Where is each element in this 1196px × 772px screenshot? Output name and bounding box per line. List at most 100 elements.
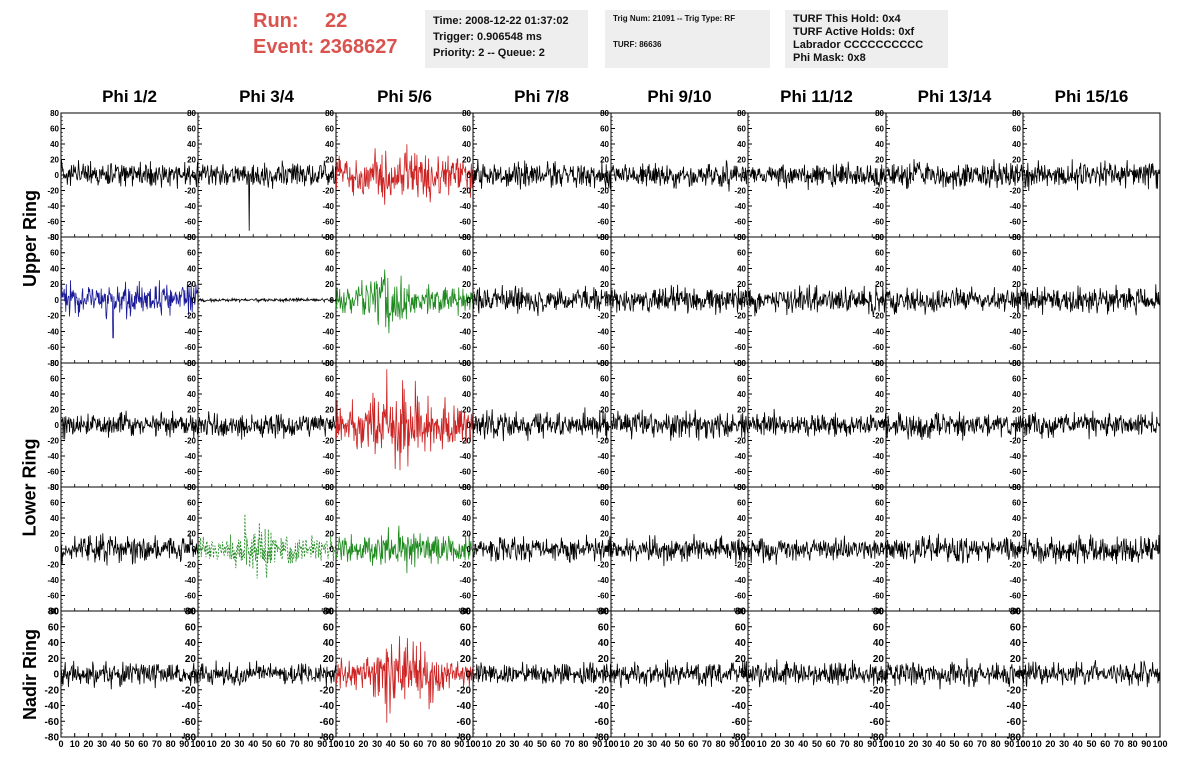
y-tick-label: 40 <box>187 140 196 149</box>
run-event-block: Run: 22 Event: 2368627 <box>253 8 398 60</box>
y-tick-label: 20 <box>1012 155 1021 164</box>
y-tick-label: -60 <box>45 717 60 728</box>
column-header-phi-11-12: Phi 11/12 <box>780 87 853 106</box>
y-tick-label: 40 <box>1012 140 1021 149</box>
x-tick-label: 0 <box>195 739 200 749</box>
y-tick-label: 40 <box>1010 638 1022 649</box>
y-tick-label: -20 <box>184 186 196 195</box>
x-tick-label: 20 <box>221 739 231 749</box>
y-tick-label: -20 <box>734 186 746 195</box>
y-tick-label: -20 <box>45 685 60 696</box>
y-tick-label: 60 <box>462 124 471 133</box>
y-tick-label: -20 <box>459 312 471 321</box>
y-tick-label: -60 <box>734 343 746 352</box>
x-tick-label: 80 <box>303 739 313 749</box>
y-tick-label: -40 <box>1009 327 1021 336</box>
y-tick-label: 60 <box>462 498 471 507</box>
y-tick-label: -40 <box>184 202 196 211</box>
y-tick-label: 0 <box>330 545 335 554</box>
y-tick-label: 0 <box>467 171 472 180</box>
waveform-trace <box>1022 533 1161 565</box>
y-tick-label: 0 <box>742 296 747 305</box>
y-tick-label: -60 <box>1009 217 1021 226</box>
y-tick-label: 40 <box>187 264 196 273</box>
y-tick-label: 80 <box>600 109 609 118</box>
x-tick-label: 70 <box>1114 739 1124 749</box>
y-tick-label: -40 <box>1007 701 1022 712</box>
y-tick-label: 80 <box>737 483 746 492</box>
y-tick-label: 20 <box>598 654 610 665</box>
y-tick-label: 20 <box>187 280 196 289</box>
y-tick-label: 0 <box>55 171 60 180</box>
y-tick-label: 80 <box>600 233 609 242</box>
y-tick-label: -60 <box>322 217 334 226</box>
y-tick-label: 0 <box>330 421 335 430</box>
y-tick-label: -80 <box>47 607 59 616</box>
waveform-trace <box>197 514 337 579</box>
x-tick-label: 60 <box>276 739 286 749</box>
turf-panel: TURF This Hold: 0x4 TURF Active Holds: 0… <box>785 10 948 68</box>
waveform-trace <box>60 280 199 339</box>
y-tick-label: -40 <box>459 327 471 336</box>
y-tick-label: 20 <box>600 529 609 538</box>
y-tick-label: -60 <box>182 717 197 728</box>
y-tick-label: 0 <box>467 545 472 554</box>
y-tick-label: 40 <box>737 390 746 399</box>
waveform-trace <box>747 284 887 317</box>
y-tick-label: 0 <box>1017 545 1022 554</box>
y-tick-label: 60 <box>325 498 334 507</box>
y-tick-label: 60 <box>50 498 59 507</box>
x-tick-label: 20 <box>908 739 918 749</box>
x-tick-label: 60 <box>1100 739 1110 749</box>
waveform-trace <box>335 636 474 723</box>
y-tick-label: 40 <box>737 264 746 273</box>
x-tick-label: 100 <box>878 739 893 749</box>
y-tick-label: 80 <box>325 359 334 368</box>
column-header-phi-13-14: Phi 13/14 <box>917 87 992 106</box>
y-tick-label: -40 <box>457 701 472 712</box>
y-tick-label: -40 <box>597 576 609 585</box>
y-tick-label: -60 <box>872 467 884 476</box>
waveform-panel-r1-c0: -80 -60 -40 -20 0 20 40 60 80 <box>47 233 199 368</box>
y-tick-label: -80 <box>457 733 472 744</box>
y-tick-label: -60 <box>732 717 747 728</box>
y-tick-label: 80 <box>1012 109 1021 118</box>
x-tick-label: 50 <box>949 739 959 749</box>
y-tick-label: 60 <box>50 249 59 258</box>
y-tick-label: 60 <box>1012 374 1021 383</box>
y-tick-label: -40 <box>872 327 884 336</box>
y-tick-label: -60 <box>322 467 334 476</box>
y-tick-label: 20 <box>600 155 609 164</box>
y-tick-label: 20 <box>1012 280 1021 289</box>
y-tick-label: 0 <box>605 296 610 305</box>
y-tick-label: -20 <box>734 312 746 321</box>
waveform-trace <box>472 534 612 564</box>
waveform-trace <box>60 160 199 189</box>
y-tick-label: -20 <box>47 436 59 445</box>
y-tick-label: 20 <box>1010 654 1022 665</box>
y-tick-label: 80 <box>1012 359 1021 368</box>
y-tick-label: -20 <box>184 312 196 321</box>
y-tick-label: 80 <box>50 359 59 368</box>
y-tick-label: 20 <box>325 155 334 164</box>
y-tick-label: 80 <box>460 607 472 618</box>
run-label: Run: <box>253 10 299 32</box>
y-tick-label: -60 <box>322 591 334 600</box>
x-tick-label: 100 <box>740 739 755 749</box>
y-tick-label: 80 <box>875 483 884 492</box>
y-tick-label: -40 <box>322 327 334 336</box>
y-tick-label: 20 <box>600 405 609 414</box>
waveform-trace <box>747 161 887 191</box>
y-tick-label: 40 <box>1012 390 1021 399</box>
x-tick-label: 70 <box>565 739 575 749</box>
waveform-trace <box>610 409 749 441</box>
y-tick-label: -40 <box>184 576 196 585</box>
y-tick-label: -40 <box>597 452 609 461</box>
x-tick-label: 10 <box>757 739 767 749</box>
x-tick-label: 80 <box>166 739 176 749</box>
column-header-phi-15-16: Phi 15/16 <box>1054 87 1129 106</box>
